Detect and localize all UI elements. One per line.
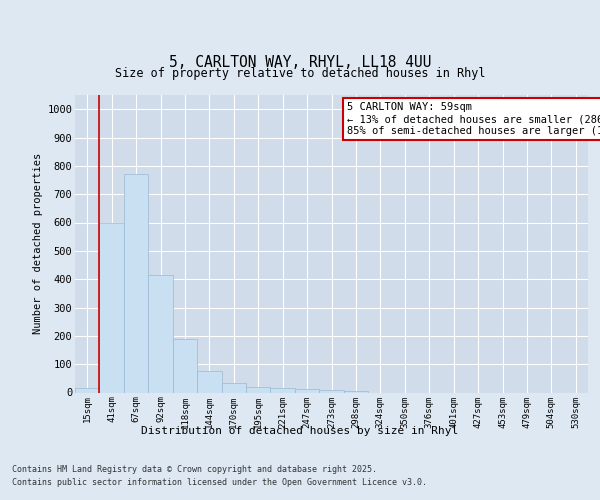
Bar xyxy=(124,174,148,392)
Text: 5 CARLTON WAY: 59sqm
← 13% of detached houses are smaller (286)
85% of semi-deta: 5 CARLTON WAY: 59sqm ← 13% of detached h… xyxy=(347,102,600,136)
Bar xyxy=(148,275,173,392)
Bar xyxy=(221,382,246,392)
Bar xyxy=(319,390,344,392)
Bar xyxy=(344,391,368,392)
Text: Size of property relative to detached houses in Rhyl: Size of property relative to detached ho… xyxy=(115,68,485,80)
Text: Contains public sector information licensed under the Open Government Licence v3: Contains public sector information licen… xyxy=(12,478,427,487)
Bar xyxy=(271,388,295,392)
Text: Distribution of detached houses by size in Rhyl: Distribution of detached houses by size … xyxy=(142,426,458,436)
Bar xyxy=(295,389,319,392)
Text: 5, CARLTON WAY, RHYL, LL18 4UU: 5, CARLTON WAY, RHYL, LL18 4UU xyxy=(169,55,431,70)
Bar xyxy=(197,371,221,392)
Bar xyxy=(75,388,100,392)
Bar xyxy=(100,222,124,392)
Bar xyxy=(246,388,271,392)
Y-axis label: Number of detached properties: Number of detached properties xyxy=(33,153,43,334)
Text: Contains HM Land Registry data © Crown copyright and database right 2025.: Contains HM Land Registry data © Crown c… xyxy=(12,466,377,474)
Bar xyxy=(173,338,197,392)
